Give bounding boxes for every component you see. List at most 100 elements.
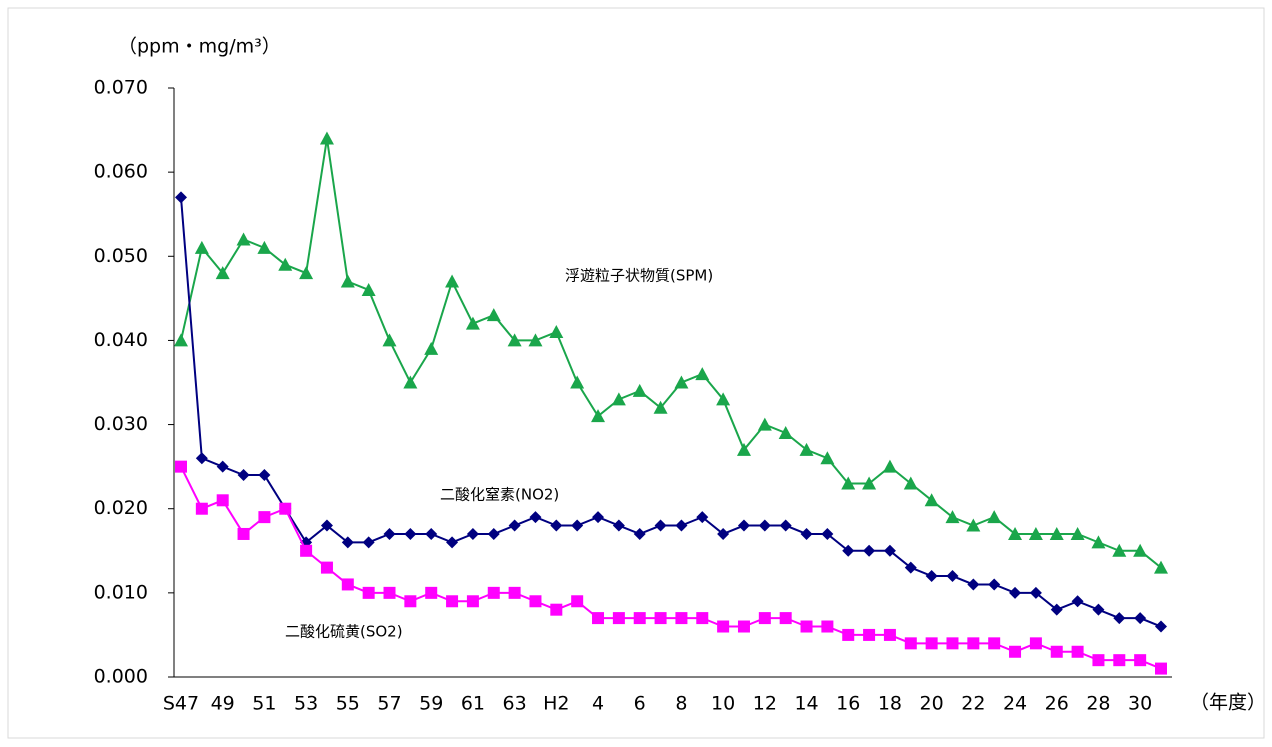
marker — [1113, 654, 1126, 667]
x-tick-label: 26 — [1045, 693, 1069, 715]
marker — [717, 620, 730, 633]
marker — [486, 308, 501, 322]
marker — [967, 578, 980, 591]
marker — [842, 544, 855, 557]
marker — [1009, 645, 1022, 658]
marker — [236, 232, 251, 246]
marker — [404, 595, 417, 608]
x-tick-label: 59 — [419, 693, 443, 715]
marker — [778, 425, 793, 439]
x-tick-label: 61 — [461, 693, 485, 715]
marker — [571, 519, 584, 532]
marker — [1113, 612, 1126, 625]
marker — [737, 620, 750, 633]
marker — [1154, 560, 1168, 574]
x-axis-label: （年度） — [1190, 692, 1266, 714]
marker — [863, 544, 876, 557]
marker — [863, 628, 876, 641]
marker — [987, 510, 1002, 524]
x-tick-label: 51 — [252, 693, 276, 715]
marker — [174, 333, 188, 347]
marker — [446, 536, 459, 549]
chart-frame — [7, 7, 1265, 739]
marker — [841, 476, 856, 490]
marker — [215, 266, 230, 280]
marker — [842, 628, 855, 641]
marker — [903, 476, 918, 490]
marker — [820, 451, 835, 465]
x-tick-label: 8 — [675, 693, 687, 715]
marker — [278, 257, 293, 271]
marker — [195, 502, 208, 515]
marker — [591, 409, 606, 423]
marker — [1029, 637, 1042, 650]
marker — [758, 519, 771, 532]
marker — [258, 511, 271, 524]
marker — [1134, 612, 1147, 625]
series-label: 浮遊粒子状物質(SPM) — [565, 267, 713, 285]
marker — [696, 511, 709, 524]
marker — [904, 561, 917, 574]
marker — [1029, 586, 1042, 599]
x-tick-label: 10 — [711, 693, 735, 715]
marker — [382, 333, 397, 347]
x-tick-label: 14 — [794, 693, 818, 715]
marker — [883, 544, 896, 557]
marker — [445, 274, 460, 288]
y-axis-label: （ppm・mg/m³） — [118, 36, 281, 58]
marker — [737, 519, 750, 532]
marker — [424, 341, 439, 355]
marker — [341, 578, 354, 591]
marker — [529, 595, 542, 608]
marker — [279, 502, 292, 515]
marker — [446, 595, 459, 608]
y-tick-label: 0.030 — [94, 413, 148, 435]
marker — [1049, 526, 1064, 540]
marker — [675, 519, 688, 532]
marker — [632, 383, 647, 397]
series-label: 二酸化硫黄(SO2) — [285, 623, 403, 641]
marker — [383, 527, 396, 540]
marker — [1071, 645, 1084, 658]
marker — [862, 476, 877, 490]
marker — [361, 282, 376, 296]
marker — [487, 527, 500, 540]
marker — [821, 620, 834, 633]
marker — [612, 612, 625, 625]
marker — [717, 527, 730, 540]
marker — [758, 612, 771, 625]
marker — [340, 274, 355, 288]
marker — [779, 519, 792, 532]
marker — [571, 595, 584, 608]
marker — [300, 544, 313, 557]
y-tick-label: 0.010 — [94, 581, 148, 603]
x-tick-label: 57 — [377, 693, 401, 715]
marker — [403, 375, 418, 389]
x-tick-label: 6 — [634, 693, 646, 715]
x-tick-label: 63 — [503, 693, 527, 715]
marker — [904, 637, 917, 650]
marker — [1092, 603, 1105, 616]
x-tick-label: H2 — [543, 693, 569, 715]
x-tick-label: 55 — [336, 693, 360, 715]
y-tick-label: 0.040 — [94, 329, 148, 351]
marker — [257, 240, 272, 254]
marker — [757, 417, 772, 431]
marker — [195, 452, 208, 465]
marker — [383, 586, 396, 599]
marker — [736, 442, 751, 456]
x-tick-label: 49 — [211, 693, 235, 715]
marker — [967, 637, 980, 650]
marker — [716, 392, 731, 406]
marker — [175, 460, 187, 473]
marker — [1091, 535, 1106, 549]
marker — [319, 131, 334, 145]
marker — [529, 511, 542, 524]
marker — [404, 527, 417, 540]
marker — [465, 316, 480, 330]
marker — [675, 612, 688, 625]
marker — [1028, 526, 1043, 540]
marker — [945, 510, 960, 524]
x-tick-label: 22 — [961, 693, 985, 715]
